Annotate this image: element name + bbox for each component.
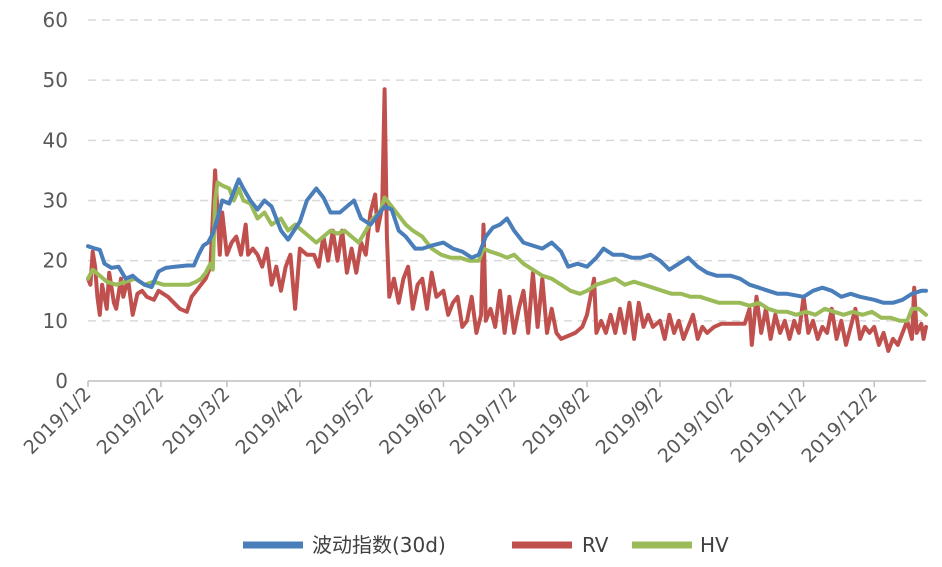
legend-item: 波动指数(30d) xyxy=(243,533,446,557)
series-line-1 xyxy=(86,87,928,353)
x-tick-label: 2019/3/2 xyxy=(159,383,235,459)
legend-label: RV xyxy=(582,533,609,557)
legend-item: RV xyxy=(512,533,609,557)
y-tick-label: 50 xyxy=(43,68,68,92)
x-tick-label: 2019/1/2 xyxy=(20,383,96,459)
x-tick-label: 2019/9/2 xyxy=(592,383,668,459)
x-tick-label: 2019/2/2 xyxy=(93,383,169,459)
x-tick-label: 2019/4/2 xyxy=(231,383,307,459)
y-tick-label: 40 xyxy=(43,128,68,152)
x-tick-label: 2019/6/2 xyxy=(375,383,451,459)
legend-label: 波动指数(30d) xyxy=(312,533,446,557)
x-tick-label: 2019/5/2 xyxy=(302,383,378,459)
x-tick-label: 2019/12/2 xyxy=(797,383,881,467)
legend: 波动指数(30d) RV HV xyxy=(243,533,729,557)
x-tick-label: 2019/8/2 xyxy=(519,383,595,459)
legend-item: HV xyxy=(632,533,729,557)
y-tick-label: 30 xyxy=(43,189,68,213)
y-tick-label: 0 xyxy=(55,369,68,393)
y-tick-label: 20 xyxy=(43,249,68,273)
x-tick-label: 2019/7/2 xyxy=(446,383,522,459)
y-tick-label: 10 xyxy=(43,309,68,333)
axes: 01020304050602019/1/22019/2/22019/3/2201… xyxy=(20,8,926,467)
x-tick-label: 2019/10/2 xyxy=(654,383,738,467)
series-line-0 xyxy=(86,177,928,305)
legend-label: HV xyxy=(700,533,729,557)
series-line-2 xyxy=(86,180,928,323)
series-lines xyxy=(86,87,928,353)
y-tick-label: 60 xyxy=(43,8,68,32)
x-tick-label: 2019/11/2 xyxy=(727,383,811,467)
